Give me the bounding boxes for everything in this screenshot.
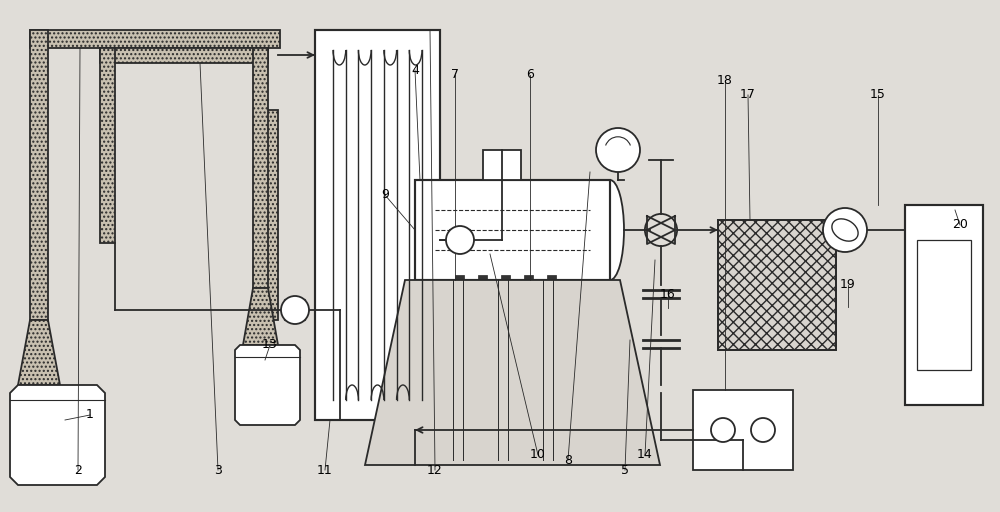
Text: 8: 8 (564, 454, 572, 466)
Bar (917, 240, 971, 370)
Bar (718, 220, 836, 350)
Bar (30, 30, 280, 48)
Text: 4: 4 (411, 63, 419, 76)
Bar (478, 275, 487, 415)
Text: 10: 10 (530, 449, 546, 461)
Circle shape (823, 208, 867, 252)
Bar (455, 275, 464, 415)
Text: 14: 14 (637, 449, 653, 461)
Text: 9: 9 (381, 188, 389, 202)
Circle shape (711, 418, 735, 442)
Bar (100, 48, 268, 63)
Text: 17: 17 (740, 89, 756, 101)
Text: 3: 3 (214, 463, 222, 477)
Text: 7: 7 (451, 69, 459, 81)
Ellipse shape (401, 180, 429, 280)
Bar (547, 275, 556, 415)
Text: 5: 5 (621, 463, 629, 477)
Bar (260, 110, 278, 320)
Bar (100, 48, 115, 243)
Bar (253, 48, 268, 288)
Text: 6: 6 (526, 69, 534, 81)
Bar (30, 30, 48, 320)
Bar (905, 205, 983, 405)
Polygon shape (10, 385, 105, 485)
Polygon shape (243, 288, 278, 345)
Circle shape (751, 418, 775, 442)
Text: 2: 2 (74, 463, 82, 477)
Text: 13: 13 (262, 338, 278, 352)
Circle shape (281, 296, 309, 324)
Text: 15: 15 (870, 89, 886, 101)
Text: 11: 11 (317, 463, 333, 477)
Polygon shape (365, 280, 660, 465)
Bar (524, 275, 533, 415)
Polygon shape (235, 345, 300, 425)
Text: 19: 19 (840, 279, 856, 291)
Text: 16: 16 (660, 288, 676, 302)
Bar (415, 180, 610, 280)
Bar (501, 275, 510, 415)
Bar (693, 390, 793, 470)
Polygon shape (18, 320, 60, 385)
Bar (483, 150, 521, 180)
Text: 18: 18 (717, 74, 733, 87)
Text: 12: 12 (427, 463, 443, 477)
Bar (315, 30, 440, 420)
Text: 20: 20 (952, 219, 968, 231)
Text: 1: 1 (86, 409, 94, 421)
Circle shape (446, 226, 474, 254)
Ellipse shape (596, 180, 624, 280)
Circle shape (596, 128, 640, 172)
